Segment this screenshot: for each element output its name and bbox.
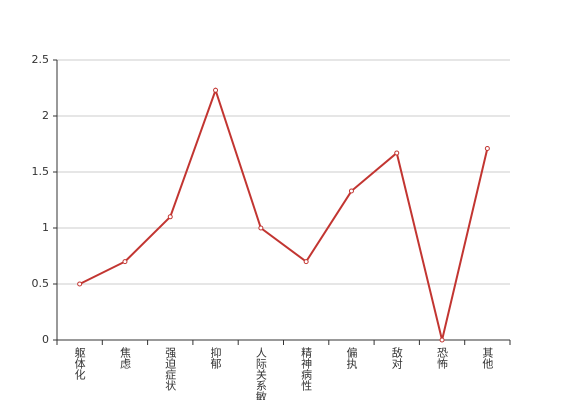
x-tick-label: 敌对 <box>390 346 403 369</box>
point <box>77 281 83 287</box>
point <box>258 225 264 231</box>
point <box>167 214 173 220</box>
x-tick-label: 精神病性 <box>300 347 313 392</box>
x-tick-label: 人际关系敏感 <box>254 347 267 400</box>
x-tick-label: 恐怖 <box>436 347 449 369</box>
point <box>394 150 400 156</box>
x-tick-label: 偏执 <box>345 346 358 370</box>
point <box>303 259 309 265</box>
x-tick-label: 躯体化 <box>73 347 86 381</box>
x-tick-label: 强迫症状 <box>164 347 177 391</box>
point <box>348 188 354 194</box>
y-tick-label: 1.5 <box>32 165 50 178</box>
point <box>122 259 128 265</box>
y-tick-label: 0 <box>42 333 49 346</box>
x-tick-label: 焦虑 <box>118 347 131 369</box>
x-tick-label: 抑郁 <box>209 346 222 369</box>
y-tick-label: 0.5 <box>32 277 50 290</box>
y-tick-label: 1 <box>42 221 49 234</box>
point <box>213 87 219 93</box>
y-tick-label: 2 <box>42 109 49 122</box>
y-tick-label: 2.5 <box>32 53 50 66</box>
x-tick-label: 其他 <box>481 347 494 369</box>
point <box>484 145 490 151</box>
point <box>439 337 445 343</box>
line <box>79 87 489 341</box>
